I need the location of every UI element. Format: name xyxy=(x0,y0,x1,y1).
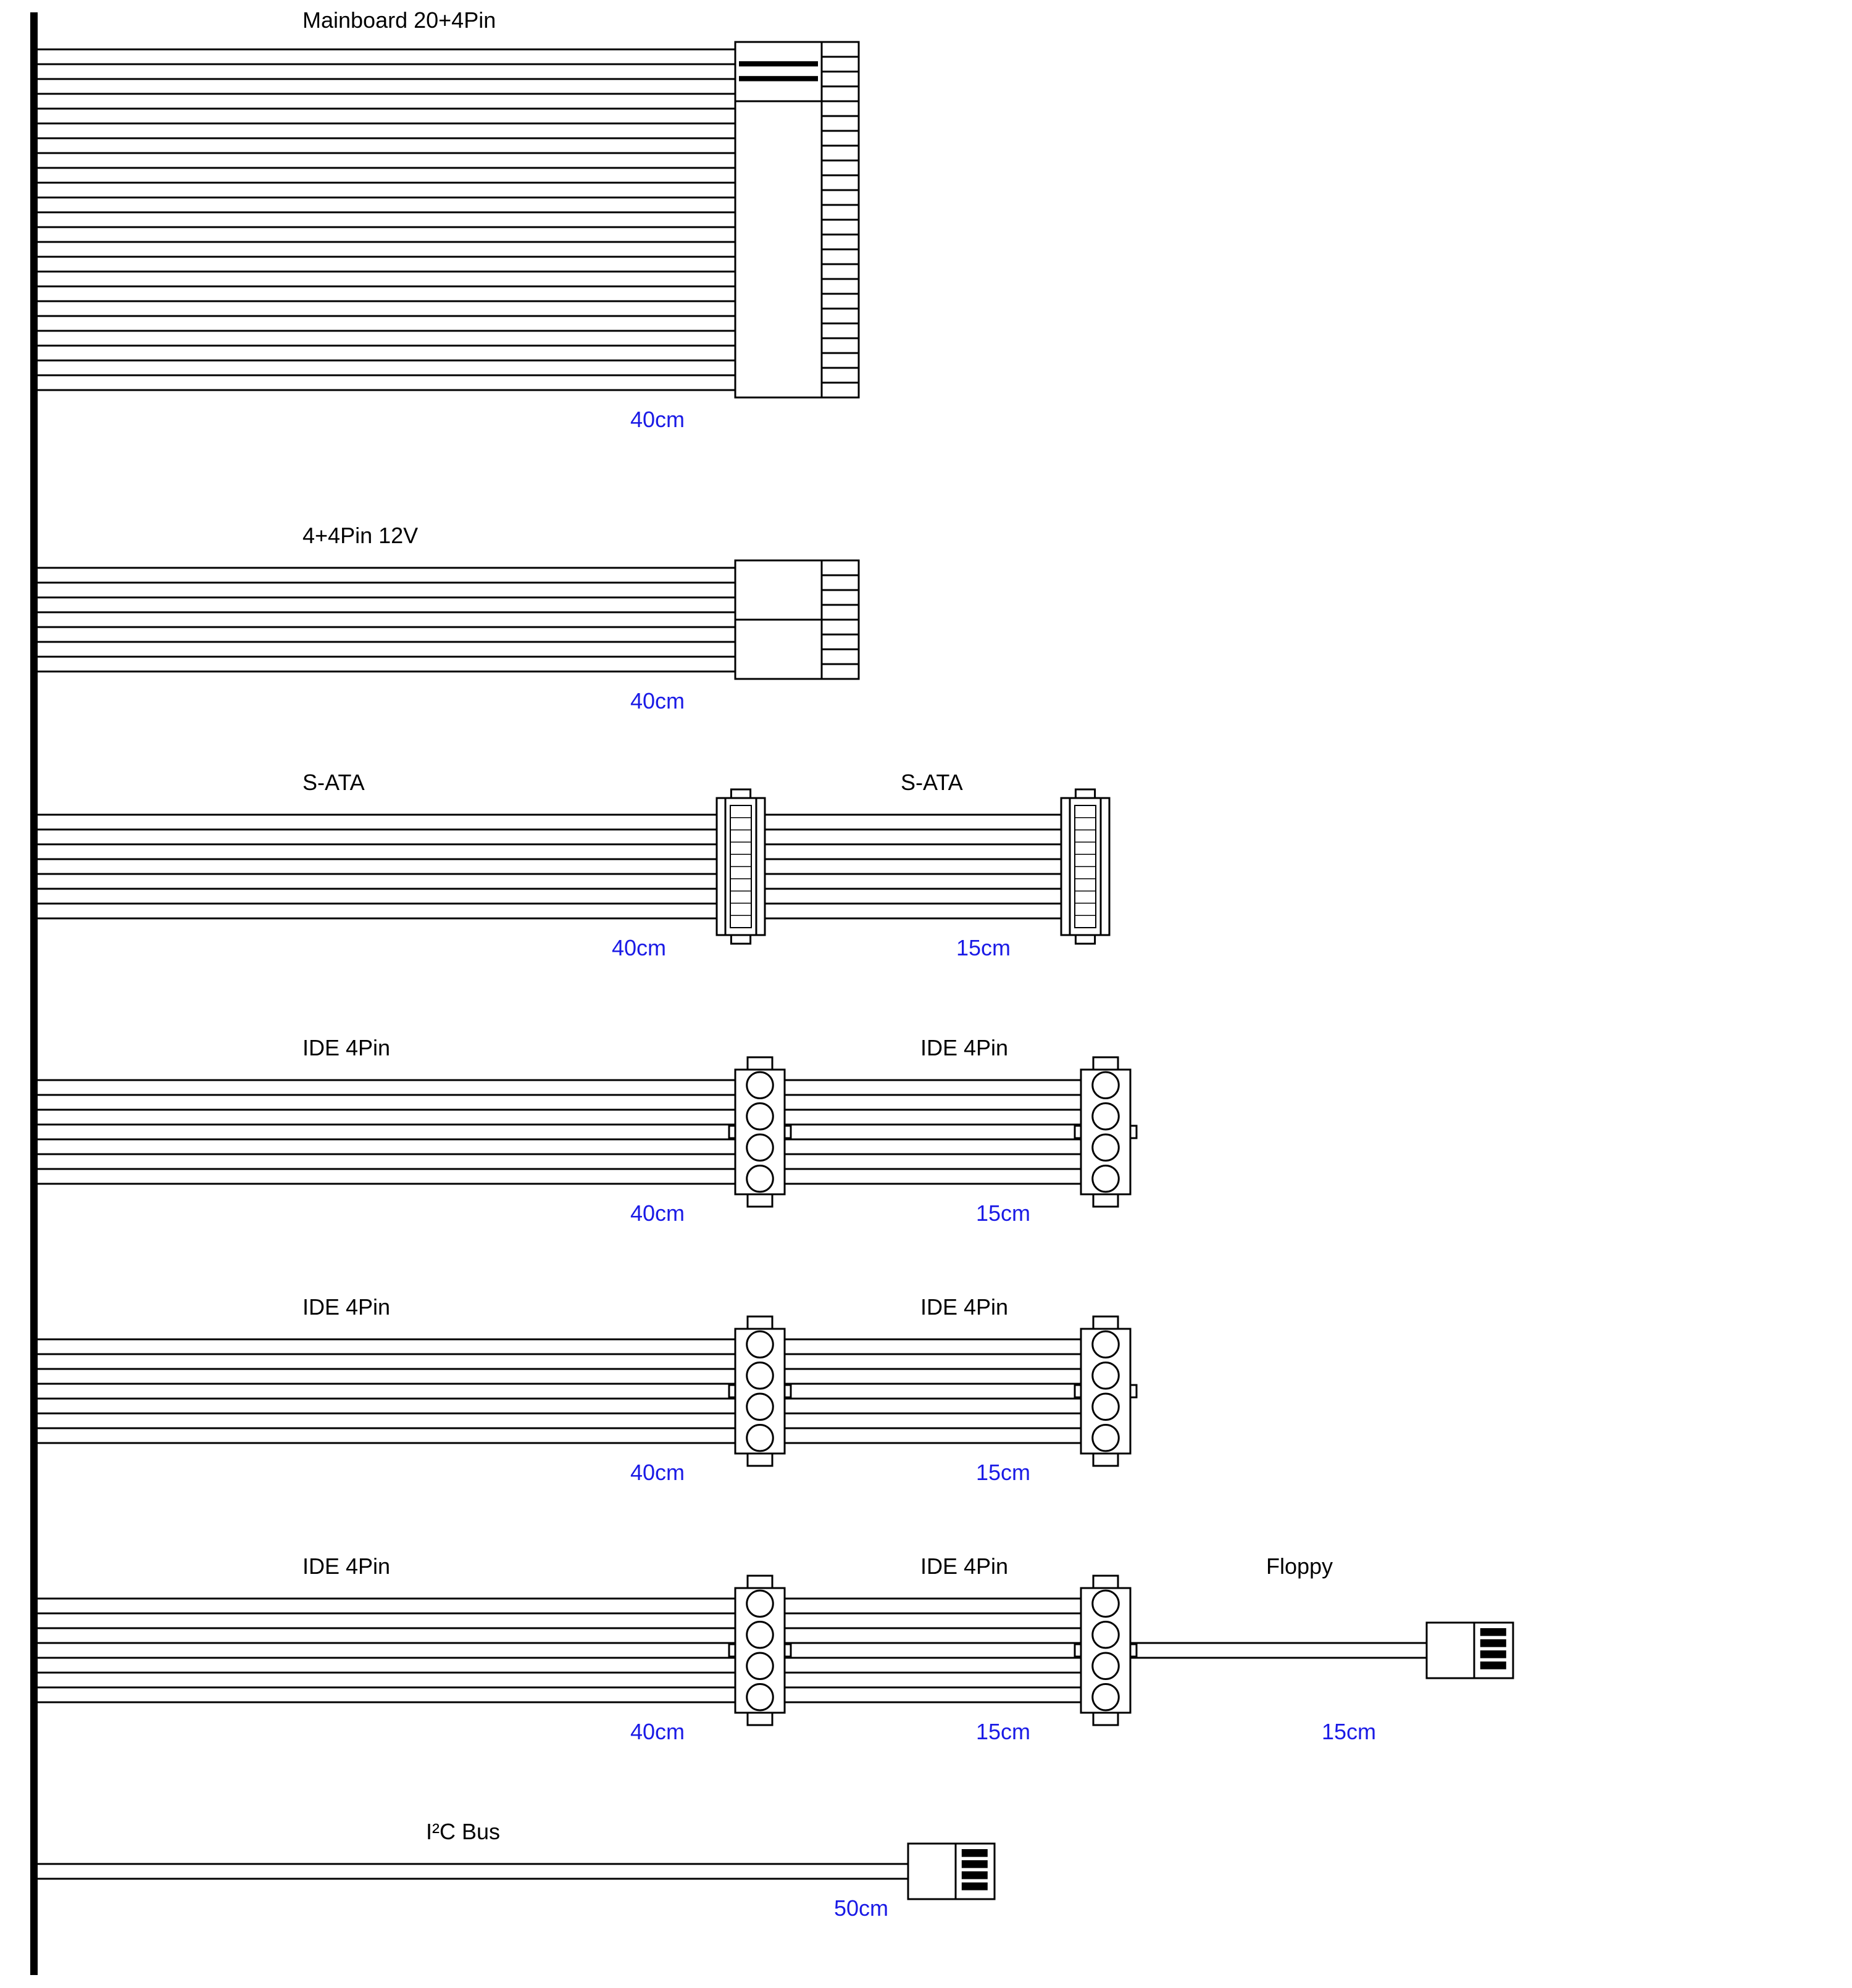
cable-title: 4+4Pin 12V xyxy=(302,523,418,548)
cable-cpu12v xyxy=(38,560,859,679)
length-label: 15cm xyxy=(976,1460,1030,1485)
cable-title: IDE 4Pin xyxy=(302,1553,390,1579)
psu-cable-diagram: Mainboard 20+4Pin 40cm 4+4Pin 12V 40cm S-ATA… xyxy=(0,0,1852,1988)
connector-molex xyxy=(729,1576,791,1725)
connector-floppy xyxy=(1427,1623,1513,1678)
connector-atx8 xyxy=(735,560,859,679)
segment-title: IDE 4Pin xyxy=(920,1294,1008,1320)
connector-molex xyxy=(1075,1057,1137,1207)
connector-molex xyxy=(729,1057,791,1207)
length-label: 15cm xyxy=(956,935,1011,960)
cable-ide1 xyxy=(38,1057,1137,1207)
psu-spine xyxy=(30,12,38,1975)
connector-atx24 xyxy=(735,42,859,397)
length-label: 40cm xyxy=(630,1719,685,1744)
cable-title: S-ATA xyxy=(302,770,365,795)
segment-title: IDE 4Pin xyxy=(920,1035,1008,1060)
cable-i2c xyxy=(38,1844,995,1899)
length-label: 15cm xyxy=(976,1200,1030,1226)
segment-title: S-ATA xyxy=(901,770,963,795)
cable-ide2 xyxy=(38,1316,1137,1466)
cable-title: IDE 4Pin xyxy=(302,1035,390,1060)
cable-ide3 xyxy=(38,1576,1513,1725)
length-label: 40cm xyxy=(630,1200,685,1226)
length-label: 50cm xyxy=(834,1895,888,1921)
connector-molex xyxy=(1075,1316,1137,1466)
cable-title: I²C Bus xyxy=(426,1819,500,1844)
cable-sata xyxy=(38,789,1109,944)
length-label: 40cm xyxy=(630,1460,685,1485)
length-label: 40cm xyxy=(612,935,666,960)
segment-title: Floppy xyxy=(1266,1553,1333,1579)
length-label: 15cm xyxy=(1322,1719,1376,1744)
length-label: 40cm xyxy=(630,407,685,432)
connector-sata xyxy=(717,789,765,944)
connector-molex xyxy=(729,1316,791,1466)
length-label: 40cm xyxy=(630,688,685,713)
connector-floppy xyxy=(908,1844,995,1899)
cable-mainboard xyxy=(38,42,859,397)
segment-title: IDE 4Pin xyxy=(920,1553,1008,1579)
connector-molex xyxy=(1075,1576,1137,1725)
connector-sata xyxy=(1061,789,1109,944)
length-label: 15cm xyxy=(976,1719,1030,1744)
cable-title: IDE 4Pin xyxy=(302,1294,390,1320)
cable-title: Mainboard 20+4Pin xyxy=(302,7,496,33)
